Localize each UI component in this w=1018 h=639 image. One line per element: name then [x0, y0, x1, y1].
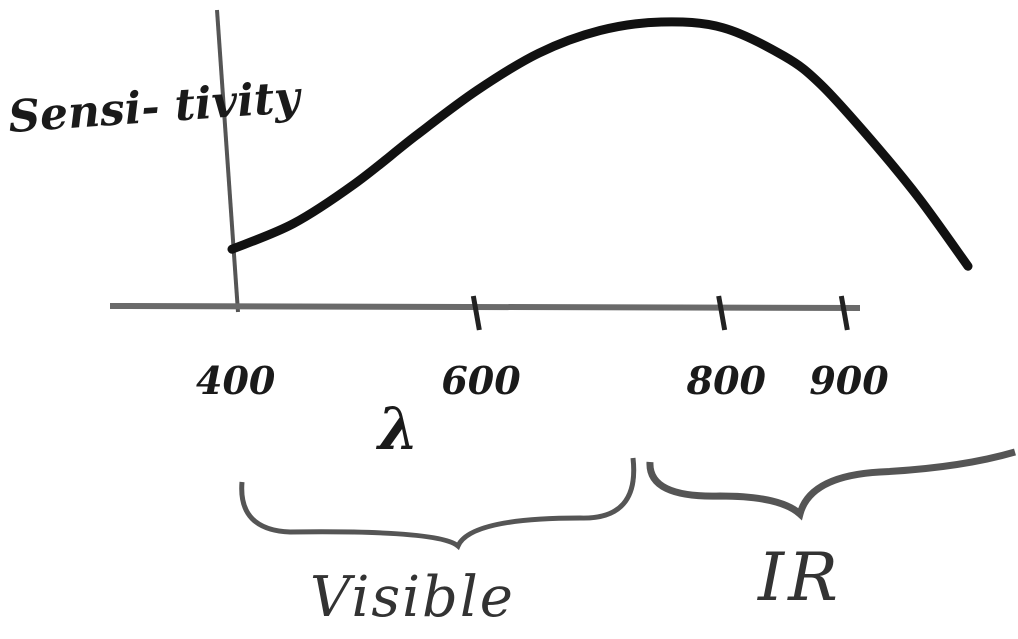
y-axis: [215, 9, 240, 313]
x-tick-600: [470, 295, 482, 331]
x-tick-label-600: 600: [441, 358, 521, 403]
x-tick-label-400: 400: [196, 358, 276, 403]
x-tick-900: [838, 295, 850, 331]
sensitivity-curve: [227, 17, 973, 271]
x-tick-label-800: 800: [686, 358, 766, 403]
ir-region-label: IR: [758, 539, 842, 616]
x-axis: [109, 303, 861, 311]
x-tick-800: [716, 295, 728, 331]
x-tick-label-900: 900: [809, 358, 889, 403]
visible-brace: [239, 457, 637, 551]
visible-region-label: Visible: [310, 565, 515, 630]
x-axis-label: λ: [378, 395, 419, 463]
ir-brace: [646, 448, 1016, 521]
